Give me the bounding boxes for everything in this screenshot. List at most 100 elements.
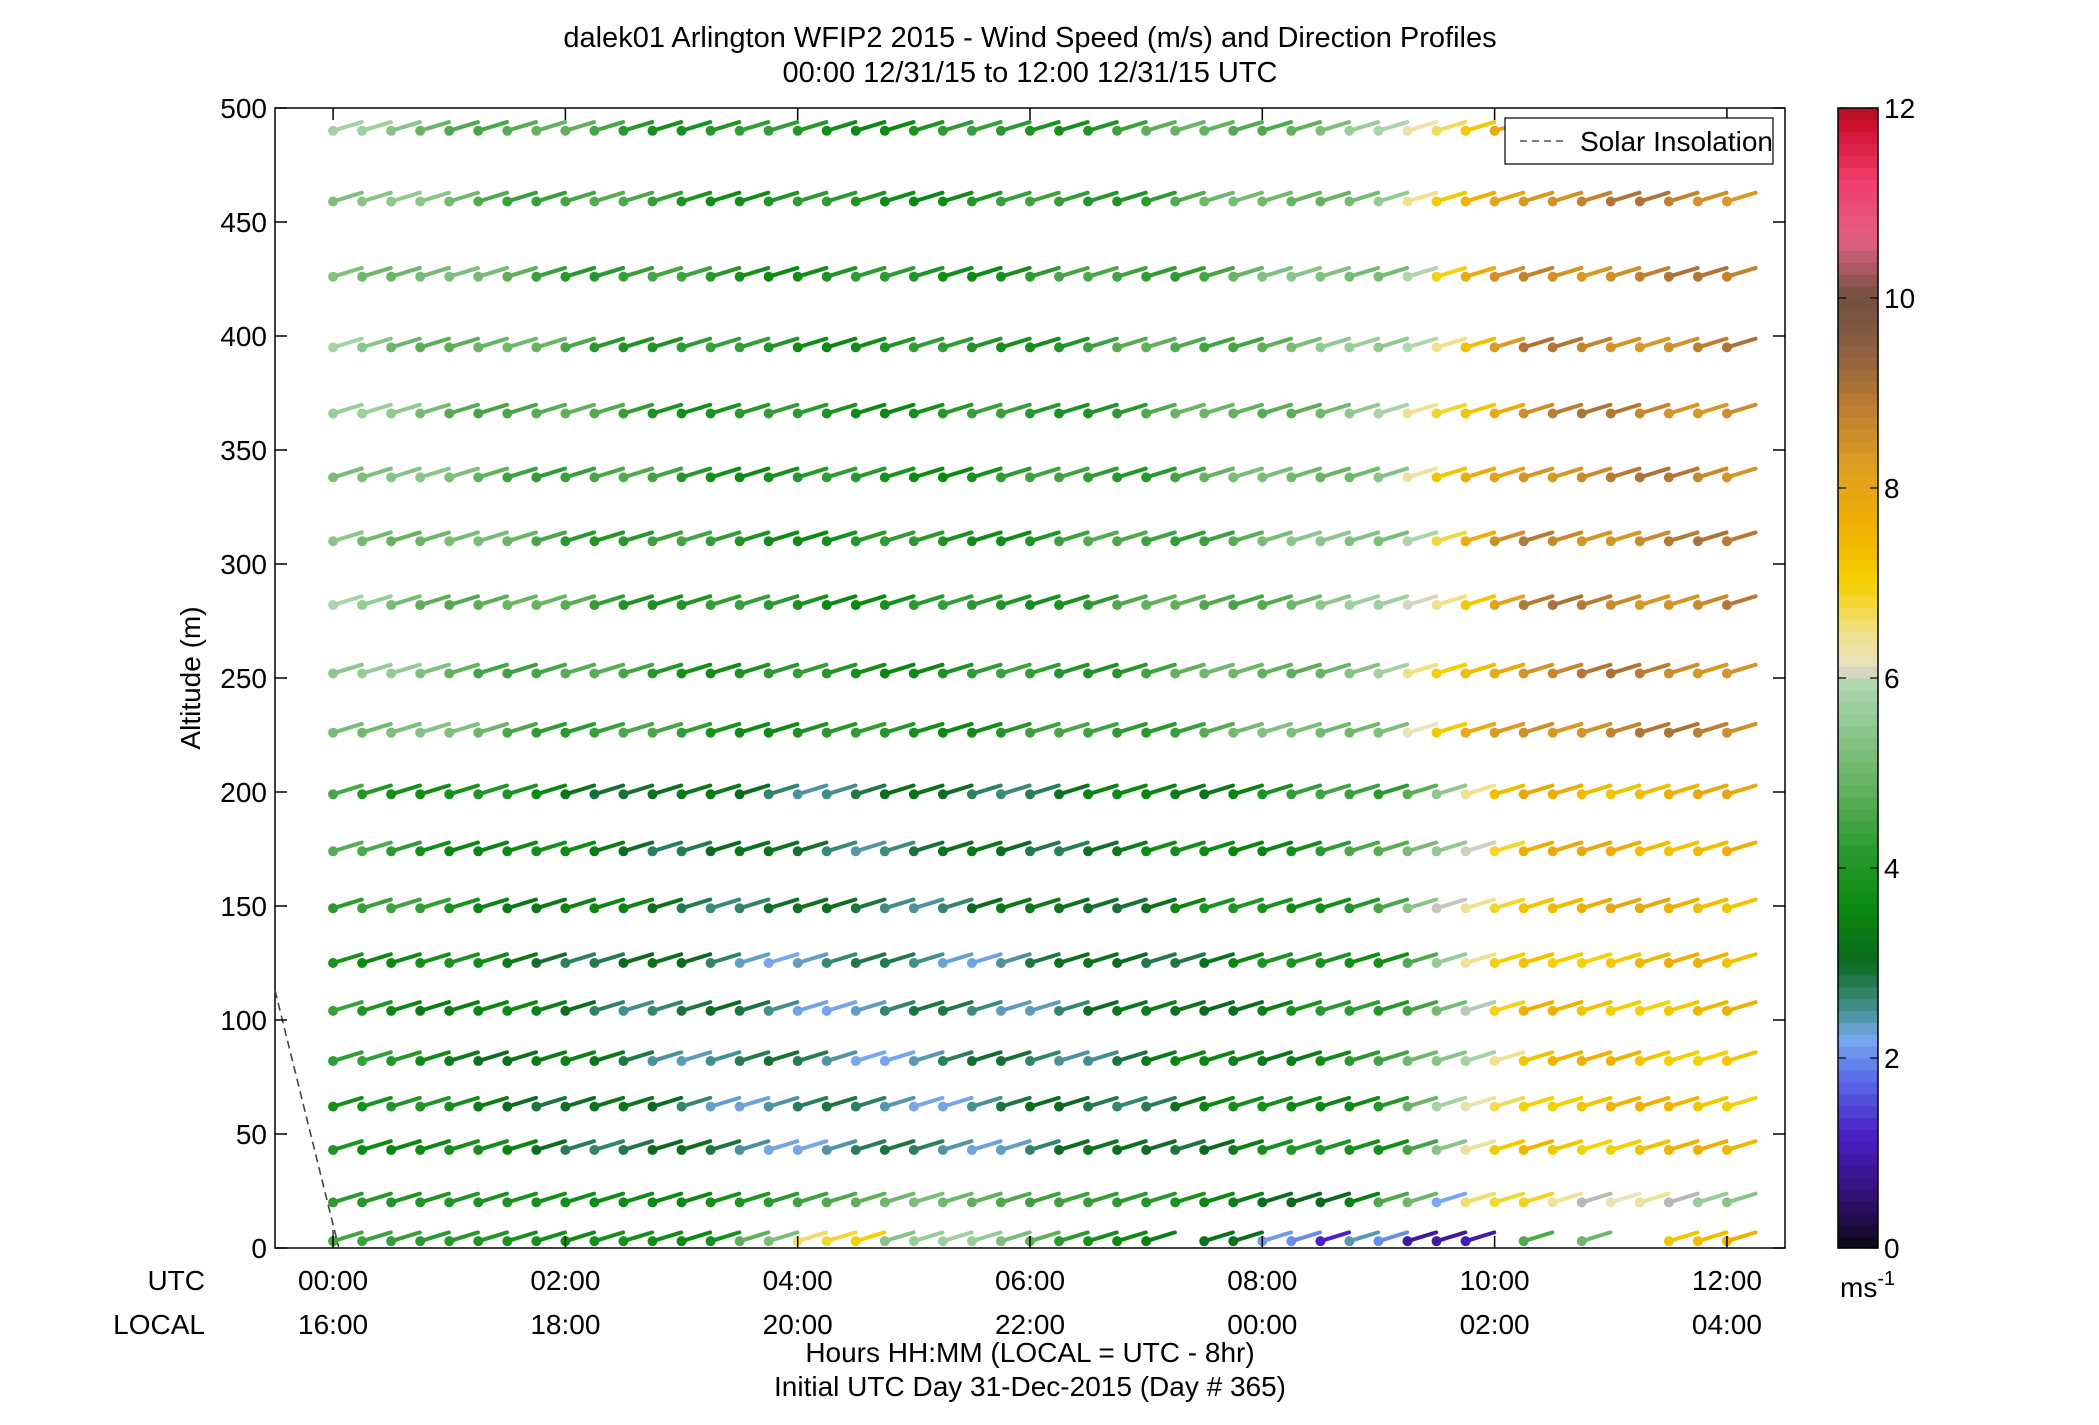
wind-barb-dot bbox=[734, 125, 745, 136]
wind-barb bbox=[853, 594, 887, 608]
wind-barb-dot bbox=[1663, 668, 1674, 679]
wind-barb-dot bbox=[1489, 846, 1500, 857]
wind-barb-dot bbox=[357, 408, 368, 419]
wind-barb-dot bbox=[1025, 903, 1035, 914]
wind-barb-dot bbox=[705, 789, 716, 800]
wind-barb-dot bbox=[937, 668, 948, 679]
wind-barb-dot bbox=[1431, 668, 1442, 679]
wind-barb-dot bbox=[1460, 271, 1471, 282]
wind-barb-dot bbox=[1083, 536, 1094, 547]
wind-barb-dot bbox=[589, 958, 600, 968]
wind-barb-dot bbox=[1489, 903, 1500, 914]
wind-barb-dot bbox=[1054, 472, 1065, 483]
wind-barb-dot bbox=[850, 342, 861, 353]
colorbar-segment bbox=[1838, 832, 1878, 845]
wind-barb-dot bbox=[1054, 789, 1065, 800]
wind-barb-dot bbox=[1663, 1236, 1674, 1247]
wind-barb-dot bbox=[1402, 727, 1413, 738]
wind-barb-dot bbox=[1373, 536, 1384, 547]
wind-barb bbox=[882, 466, 916, 480]
wind-barb-dot bbox=[328, 1101, 339, 1112]
wind-barb-dot bbox=[937, 1144, 948, 1155]
y-tick-label: 350 bbox=[220, 435, 267, 466]
wind-barb bbox=[882, 1095, 916, 1109]
wind-barb-dot bbox=[1286, 196, 1297, 207]
wind-barb-dot bbox=[502, 903, 513, 914]
wind-barb-dot bbox=[1286, 342, 1297, 353]
colorbar-segment bbox=[1838, 939, 1878, 952]
wind-barb-dot bbox=[328, 1005, 339, 1016]
wind-barb-dot bbox=[415, 125, 426, 136]
wind-barb-dot bbox=[1431, 1236, 1442, 1247]
wind-barb-dot bbox=[1431, 1144, 1442, 1155]
wind-barb-dot bbox=[763, 1101, 774, 1112]
wind-barb-dot bbox=[1141, 668, 1152, 679]
wind-barb-dot bbox=[1199, 536, 1210, 547]
wind-barb-dot bbox=[502, 1197, 513, 1208]
wind-barb-dot bbox=[1054, 1101, 1065, 1112]
wind-barb-dot bbox=[1286, 408, 1297, 419]
colorbar-segment bbox=[1838, 844, 1878, 857]
wind-barb-dot bbox=[1692, 1236, 1703, 1247]
wind-barb-dot bbox=[1315, 727, 1326, 738]
colorbar-segment bbox=[1838, 903, 1878, 917]
wind-barb-dot bbox=[415, 668, 426, 679]
wind-barb-dot bbox=[1228, 668, 1239, 679]
colorbar-segment bbox=[1838, 891, 1878, 905]
wind-barb-dot bbox=[1315, 1056, 1326, 1067]
wind-barb-dot bbox=[647, 125, 658, 136]
wind-barb-dot bbox=[937, 408, 948, 419]
wind-barb-dot bbox=[589, 196, 600, 207]
wind-barb-dot bbox=[1460, 1144, 1471, 1155]
wind-barb-dot bbox=[1692, 727, 1703, 738]
wind-barb-dot bbox=[502, 196, 513, 207]
wind-barb-dot bbox=[444, 958, 455, 968]
wind-barb-dot bbox=[676, 668, 687, 679]
wind-barb-dot bbox=[1547, 408, 1558, 419]
wind-barb-dot bbox=[995, 1197, 1006, 1208]
wind-barb-dot bbox=[1054, 1056, 1065, 1067]
wind-barb-dot bbox=[1025, 789, 1035, 800]
y-tick-label: 500 bbox=[220, 93, 267, 124]
wind-barb-dot bbox=[1373, 1236, 1384, 1247]
wind-barb bbox=[534, 190, 568, 204]
wind-barb-dot bbox=[1547, 1197, 1558, 1208]
wind-barb bbox=[853, 1230, 887, 1244]
wind-barb-dot bbox=[966, 125, 977, 136]
wind-barb-dot bbox=[995, 1144, 1006, 1155]
wind-barb-dot bbox=[1547, 472, 1558, 483]
wind-barb-dot bbox=[1170, 271, 1181, 282]
wind-barb-dot bbox=[647, 1144, 658, 1155]
wind-barb-dot bbox=[1518, 342, 1529, 353]
colorbar-segment bbox=[1838, 998, 1878, 1012]
wind-barb-dot bbox=[1025, 536, 1035, 547]
wind-barb-dot bbox=[1547, 600, 1558, 611]
wind-barb-dot bbox=[1692, 668, 1703, 679]
wind-barb bbox=[824, 265, 858, 279]
wind-barb-dot bbox=[1025, 600, 1035, 611]
wind-barb-dot bbox=[1054, 342, 1065, 353]
wind-barb-dot bbox=[1141, 1056, 1152, 1067]
wind-barb-dot bbox=[502, 727, 513, 738]
wind-barb-dot bbox=[676, 958, 687, 968]
wind-barb-dot bbox=[473, 958, 484, 968]
wind-barb-dot bbox=[1083, 1005, 1094, 1016]
wind-barb bbox=[882, 840, 916, 854]
wind-barb-dot bbox=[1721, 342, 1732, 353]
wind-barb-dot bbox=[821, 727, 832, 738]
wind-barb-dot bbox=[357, 1144, 368, 1155]
wind-barb-dot bbox=[734, 1101, 745, 1112]
colorbar-segment bbox=[1838, 1212, 1878, 1225]
wind-barb-dot bbox=[937, 958, 948, 968]
wind-barb-dot bbox=[1083, 125, 1094, 136]
wind-barb-dot bbox=[1489, 342, 1500, 353]
wind-barb-dot bbox=[1634, 1056, 1645, 1067]
y-axis-label: Altitude (m) bbox=[175, 606, 206, 749]
wind-barb-dot bbox=[1605, 600, 1616, 611]
wind-barb-dot bbox=[1576, 846, 1587, 857]
wind-barb-dot bbox=[1141, 727, 1152, 738]
wind-barb-dot bbox=[792, 271, 803, 282]
wind-barb-dot bbox=[1344, 1056, 1355, 1067]
wind-barb-dot bbox=[1228, 1101, 1239, 1112]
wind-barb-dot bbox=[1663, 1005, 1674, 1016]
